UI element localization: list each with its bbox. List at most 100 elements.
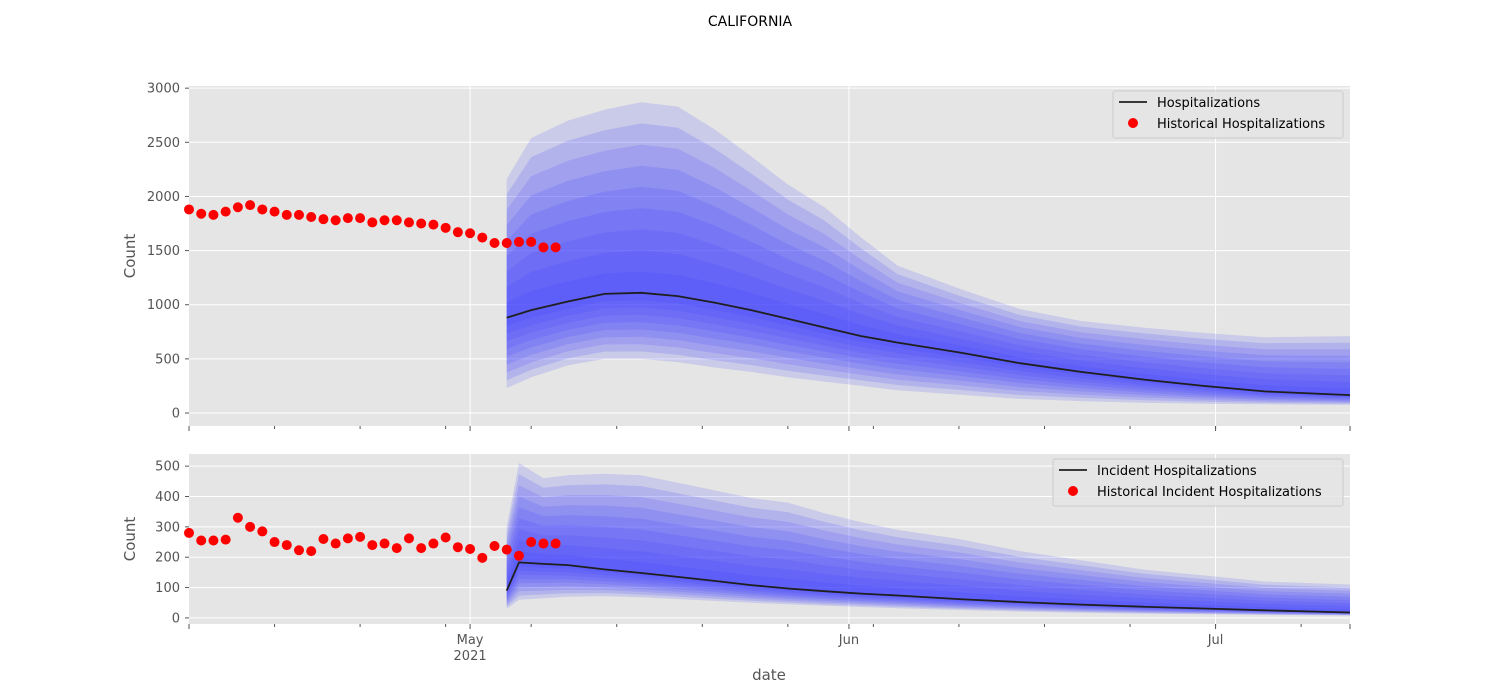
historical-point — [184, 527, 194, 538]
historical-point — [330, 538, 341, 549]
historical-point — [391, 543, 402, 554]
x-tick-label: Jun — [838, 633, 859, 648]
uncertainty-band — [506, 123, 1350, 404]
historical-point — [196, 535, 207, 546]
historical-point — [379, 538, 390, 549]
historical-point — [416, 218, 427, 229]
uncertainty-band — [506, 518, 1350, 614]
y-tick-label: 500 — [155, 352, 180, 367]
uncertainty-band — [506, 250, 1350, 398]
x-tick-label: Jul — [1207, 633, 1224, 648]
historical-point — [538, 242, 549, 253]
historical-point — [342, 533, 353, 544]
incident-hospitalizations-panel: 0 100 200 300 400 500 Count May Jun Jul 2021 Incide… — [121, 454, 1351, 664]
historical-point — [452, 227, 463, 238]
y-tick-label: 3000 — [147, 82, 180, 97]
y-tick-label: 1000 — [147, 298, 180, 313]
historical-point — [220, 206, 231, 217]
x-axis-label: date — [752, 666, 786, 684]
historical-point — [367, 540, 378, 551]
historical-point — [513, 550, 524, 561]
uncertainty-band — [506, 507, 1350, 615]
historical-point — [440, 222, 451, 233]
historical-point — [196, 208, 207, 219]
legend-marker-swatch — [1068, 486, 1078, 496]
y-axis-label: Count — [121, 234, 139, 279]
legend-label: Incident Hospitalizations — [1097, 464, 1257, 479]
historical-point — [318, 214, 329, 225]
historical-point — [293, 209, 304, 220]
y-tick-label: 1500 — [147, 244, 180, 259]
legend-label: Historical Incident Hospitalizations — [1097, 485, 1322, 500]
historical-point — [184, 204, 194, 215]
historical-point — [550, 242, 561, 253]
legend-label: Hospitalizations — [1157, 96, 1260, 111]
historical-point — [281, 540, 292, 551]
historical-point — [293, 545, 304, 556]
uncertainty-band — [506, 102, 1350, 405]
historical-point — [257, 526, 268, 537]
median-forecast-line — [505, 561, 1351, 614]
historical-point — [501, 238, 512, 249]
historical-point — [477, 232, 488, 243]
historical-point — [428, 219, 439, 230]
historical-point — [257, 204, 268, 215]
historical-point — [489, 238, 500, 249]
x-tick-label: May — [457, 633, 484, 648]
y-tick-label: 500 — [155, 460, 180, 475]
historical-point — [452, 542, 463, 553]
historical-point — [379, 215, 390, 226]
uncertainty-band — [506, 144, 1350, 403]
y-tick-label: 200 — [155, 551, 180, 566]
historical-point — [367, 217, 378, 228]
historical-point — [330, 215, 341, 226]
y-tick-label: 2500 — [147, 136, 180, 151]
historical-point — [269, 206, 280, 217]
uncertainty-band — [506, 485, 1350, 615]
historical-point — [269, 537, 280, 548]
historical-point — [220, 534, 231, 545]
historical-point — [355, 531, 366, 542]
y-tick-label: 0 — [172, 611, 180, 626]
historical-point — [342, 213, 353, 224]
historical-point — [501, 544, 512, 555]
uncertainty-band — [506, 463, 1350, 616]
historical-point — [306, 212, 317, 223]
historical-point — [477, 552, 488, 563]
y-axis-label: Count — [121, 517, 139, 562]
historical-point — [465, 228, 476, 239]
historical-point — [526, 537, 537, 548]
uncertainty-band — [506, 551, 1350, 613]
historical-point — [391, 215, 402, 226]
uncertainty-band — [506, 496, 1350, 615]
historical-point — [281, 209, 292, 220]
uncertainty-band — [506, 165, 1350, 402]
y-tick-label: 400 — [155, 490, 180, 505]
legend-box — [1052, 458, 1344, 507]
historical-point — [232, 202, 243, 213]
y-tick-label: 300 — [155, 520, 180, 535]
historical-point — [318, 534, 329, 544]
legend-box — [1112, 90, 1344, 139]
uncertainty-band — [506, 229, 1350, 399]
historical-point — [538, 538, 549, 549]
y-tick-label: 100 — [155, 581, 180, 596]
historical-point — [403, 533, 414, 544]
y-tick-label: 0 — [172, 407, 180, 422]
historical-point — [232, 512, 243, 523]
uncertainty-band — [506, 474, 1350, 616]
historical-point — [306, 546, 317, 557]
historical-point — [355, 213, 366, 224]
chart-title: CALIFORNIA — [708, 14, 793, 30]
historical-point — [208, 535, 219, 546]
historical-point — [245, 200, 256, 211]
historical-point — [550, 538, 561, 549]
historical-point — [489, 540, 500, 551]
y-tick-label: 2000 — [147, 190, 180, 205]
hospitalizations-panel: 0 500 1000 1500 2000 2500 3000 Count Hospitaliza… — [121, 82, 1351, 431]
historical-point — [208, 209, 219, 220]
median-forecast-line — [506, 291, 1351, 396]
uncertainty-band — [506, 186, 1350, 401]
historical-point — [245, 521, 256, 532]
